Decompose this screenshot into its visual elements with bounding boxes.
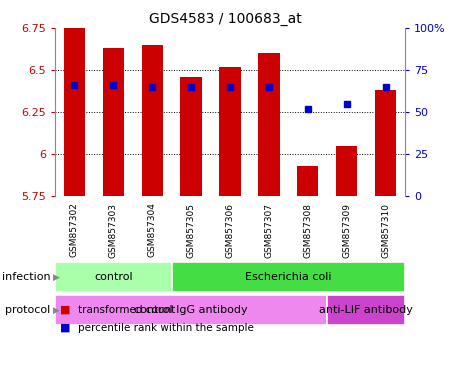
Bar xyxy=(171,262,405,292)
Text: transformed count: transformed count xyxy=(77,305,175,315)
Text: ▶: ▶ xyxy=(53,306,59,314)
Text: Escherichia coli: Escherichia coli xyxy=(245,272,332,282)
Text: GSM857308: GSM857308 xyxy=(303,202,312,258)
Bar xyxy=(258,53,279,196)
Bar xyxy=(219,67,241,196)
Bar xyxy=(64,28,85,196)
Text: percentile rank within the sample: percentile rank within the sample xyxy=(77,323,253,333)
Text: GSM857310: GSM857310 xyxy=(381,202,390,258)
Bar xyxy=(327,295,405,325)
Text: GDS4583 / 100683_at: GDS4583 / 100683_at xyxy=(148,12,302,26)
Text: ■: ■ xyxy=(59,323,70,333)
Text: control IgG antibody: control IgG antibody xyxy=(134,305,248,315)
Text: GSM857304: GSM857304 xyxy=(148,203,157,257)
Text: GSM857309: GSM857309 xyxy=(342,202,351,258)
Text: GSM857305: GSM857305 xyxy=(187,202,196,258)
Text: protocol: protocol xyxy=(5,305,50,315)
Text: ■: ■ xyxy=(59,305,70,315)
Bar xyxy=(375,90,396,196)
Text: control: control xyxy=(94,272,133,282)
Bar xyxy=(142,45,163,196)
Bar xyxy=(180,77,202,196)
Text: anti-LIF antibody: anti-LIF antibody xyxy=(319,305,413,315)
Text: GSM857307: GSM857307 xyxy=(265,202,274,258)
Text: infection: infection xyxy=(2,272,50,282)
Text: GSM857302: GSM857302 xyxy=(70,203,79,257)
Text: GSM857306: GSM857306 xyxy=(225,202,234,258)
Text: ▶: ▶ xyxy=(53,273,59,281)
Bar xyxy=(55,295,327,325)
Bar xyxy=(103,48,124,196)
Bar xyxy=(336,146,357,196)
Bar xyxy=(55,262,171,292)
Text: GSM857303: GSM857303 xyxy=(109,202,118,258)
Bar xyxy=(297,166,319,196)
